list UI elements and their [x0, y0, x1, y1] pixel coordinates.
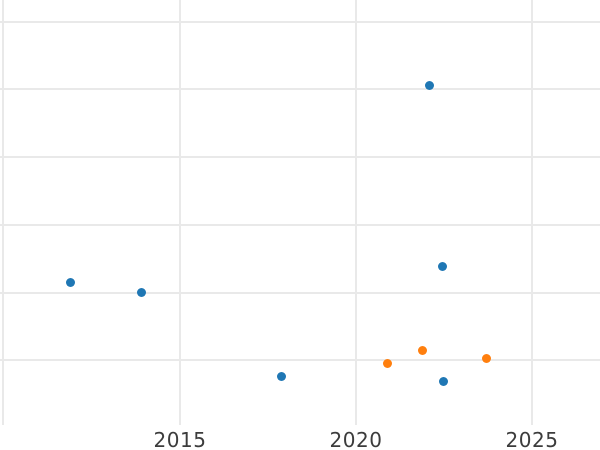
vertical-gridline: [531, 0, 533, 425]
series-blue-point: [276, 371, 286, 381]
vertical-gridline: [179, 0, 181, 425]
series-blue-point: [438, 376, 448, 386]
x-tick-label: 2015: [153, 428, 207, 450]
series-orange-point: [382, 358, 392, 368]
horizontal-gridline: [0, 359, 600, 361]
x-tick-label: 2025: [505, 428, 559, 450]
x-tick-label: 2020: [329, 428, 383, 450]
series-blue-point: [424, 80, 434, 90]
series-orange-point: [481, 353, 491, 363]
series-blue-point: [65, 277, 75, 287]
horizontal-gridline: [0, 88, 600, 90]
vertical-gridline: [2, 0, 4, 425]
series-blue-point: [136, 287, 146, 297]
vertical-gridline: [355, 0, 357, 425]
series-orange-point: [417, 345, 427, 355]
horizontal-gridline: [0, 156, 600, 158]
series-blue-point: [437, 261, 447, 271]
horizontal-gridline: [0, 21, 600, 23]
horizontal-gridline: [0, 292, 600, 294]
horizontal-gridline: [0, 224, 600, 226]
